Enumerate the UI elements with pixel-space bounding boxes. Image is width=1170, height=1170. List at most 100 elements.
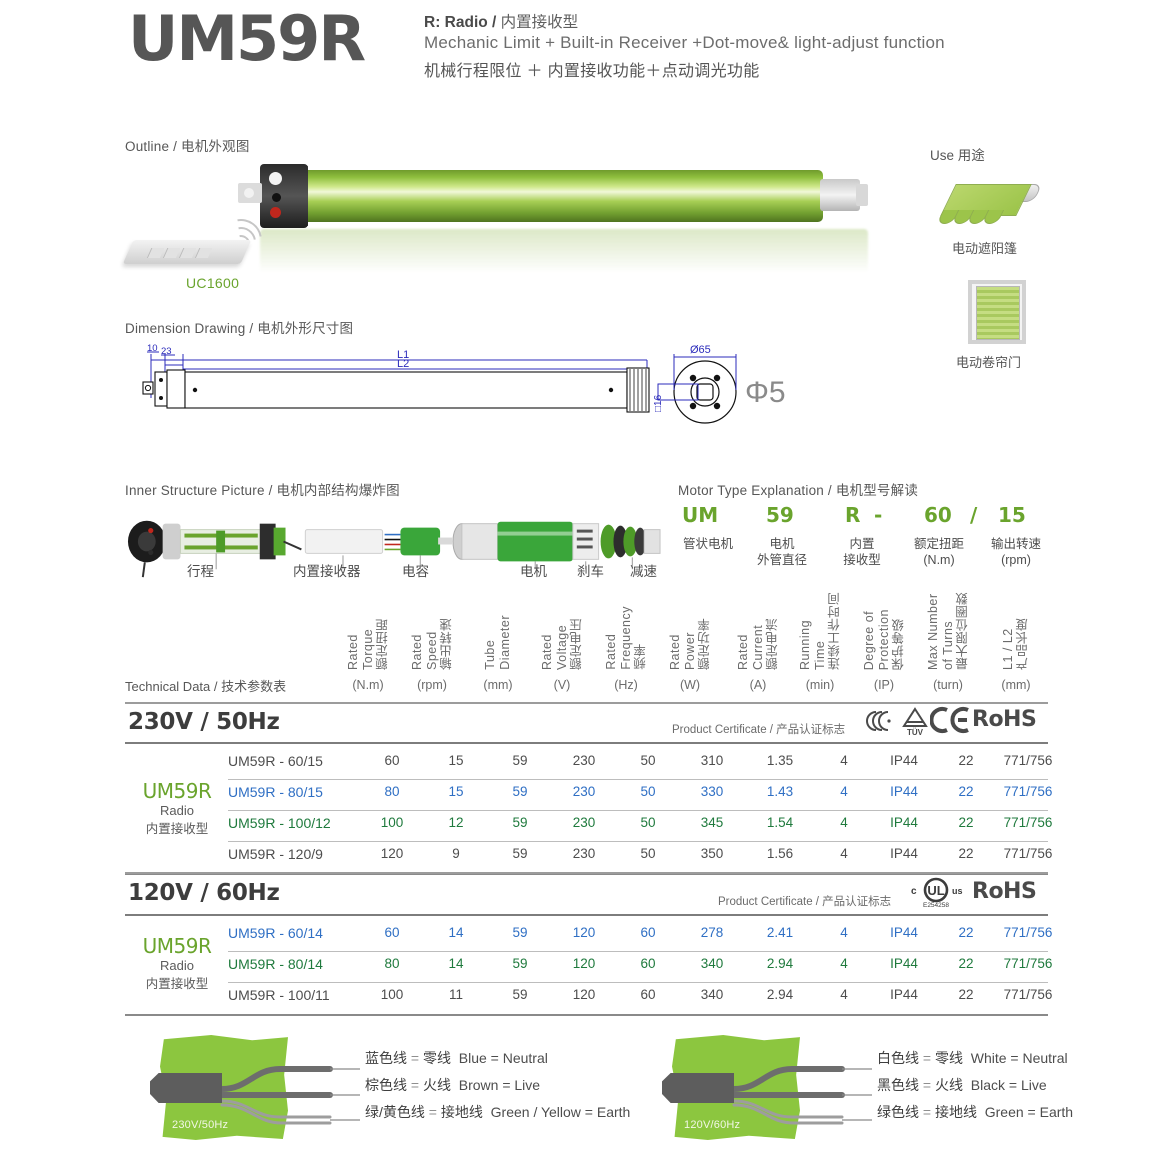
column-header-8: Degree of Protection 保护等级 (IP) (852, 609, 916, 692)
table-row[interactable]: UM59R - 60/15 60 15 59 230 50 310 1.35 4 IP44 22 77… (228, 753, 1052, 783)
inner-structure-title: Inner Structure Picture / 电机内部结构爆炸图 (125, 483, 400, 498)
row-cell-5: 345 (700, 815, 724, 830)
feature-line-en: Mechanic Limit + Built-in Receiver +Dot-… (424, 33, 945, 52)
row-cell-9: 22 (958, 784, 974, 799)
mte-code-r: R (845, 503, 861, 527)
row-cell-3: 120 (572, 956, 596, 971)
row-model: UM59R - 60/15 (228, 753, 323, 769)
row-cell-6: 1.35 (766, 753, 794, 768)
svg-text:UL: UL (927, 883, 944, 898)
row-group-label-120: UM59R Radio 内置接收型 (123, 934, 231, 992)
dim-d59-label: Φ59 (745, 376, 785, 409)
dim-d16-label: □16 (653, 394, 664, 412)
row-cell-5: 278 (700, 925, 724, 940)
row-cell-2: 59 (512, 815, 528, 830)
wiring-line-230-0: 蓝色线 = 零线 Blue = Neutral (365, 1050, 548, 1066)
motor-head (260, 164, 308, 228)
column-header-unit-2: (mm) (483, 678, 513, 692)
row-cell-1: 12 (448, 815, 464, 830)
group-sub-cn-120: 内置接收型 (145, 977, 209, 991)
motor-antenna-port (269, 172, 282, 185)
radio-type-label: R: Radio / (424, 14, 497, 31)
table-row[interactable]: UM59R - 100/12 100 12 59 230 50 345 1.54 4 IP44 22… (228, 815, 1052, 845)
group-sub-en-230: Radio (160, 803, 194, 818)
row-model: UM59R - 100/12 (228, 815, 331, 831)
use-caption-awning: 电动遮阳篷 (952, 241, 1018, 256)
mte-desc-1: 电机 外管直径 (756, 537, 807, 567)
certificate-label-120: Product Certificate / 产品认证标志 (718, 896, 892, 908)
row-cell-8: IP44 (890, 925, 918, 940)
row-cell-5: 310 (700, 753, 724, 768)
row-cell-2: 59 (512, 784, 528, 799)
group-sub-cn-230: 内置接收型 (145, 822, 209, 836)
wiring-line-120-1: 黑色线 = 火线 Black = Live (877, 1077, 1047, 1093)
row-cell-9: 22 (958, 956, 974, 971)
row-cell-1: 9 (452, 846, 460, 861)
mte-code-slash: / (970, 503, 978, 527)
column-header-unit-8: (IP) (873, 678, 895, 692)
wiring-cable-230 (150, 1073, 222, 1103)
motor-type-title: Motor Type Explanation / 电机型号解读 (678, 483, 919, 498)
column-header-text-5: Rated Power 额定功率 (667, 618, 712, 670)
row-cell-3: 230 (572, 846, 596, 861)
column-header-unit-9: (turn) (933, 678, 963, 692)
table-row[interactable]: UM59R - 80/14 80 14 59 120 60 340 2.94 4 IP44 22 77… (228, 956, 1052, 986)
row-cell-2: 59 (512, 987, 528, 1002)
table-row[interactable]: UM59R - 100/11 100 11 59 120 60 340 2.94 4 IP44 22… (228, 987, 1052, 1017)
row-divider (228, 841, 1048, 842)
column-header-0: Rated Torque 额定扭距 (N.m) (336, 618, 400, 692)
dim-23-label: 23 (161, 346, 172, 357)
row-cell-1: 11 (448, 987, 463, 1002)
motor-tail-cap (820, 179, 860, 211)
table-row[interactable]: UM59R - 80/15 80 15 59 230 50 330 1.43 4 IP44 22 77… (228, 784, 1052, 814)
table-column-headers: Rated Torque 额定扭距 (N.m) Rated Speed 输出转速 (r… (336, 586, 1048, 692)
row-cell-1: 14 (448, 956, 464, 971)
mte-desc-3: 额定扭距 (N.m) (913, 537, 964, 567)
table-row[interactable]: UM59R - 120/9 120 9 59 230 50 350 1.56 4 IP44 22 77… (228, 846, 1052, 876)
mte-code-um: UM (682, 503, 719, 527)
product-model-title: UM59R (128, 2, 366, 75)
rule-header-230 (125, 742, 1048, 744)
column-header-text-1: Rated Speed 输出转速 (409, 618, 454, 670)
svg-text:TÜV: TÜV (907, 728, 924, 736)
column-header-unit-6: (A) (749, 678, 767, 692)
row-cell-3: 120 (572, 987, 596, 1002)
column-header-text-8: Degree of Protection 保护等级 (861, 608, 906, 670)
column-header-text-10: L1 / L2 产品长度 (1001, 618, 1030, 670)
ce-mark-icon (930, 707, 969, 733)
voltage-title-230: 230V / 50Hz (128, 709, 280, 735)
row-cell-4: 50 (640, 846, 656, 861)
motor-reflection (260, 229, 868, 273)
row-cell-2: 59 (512, 753, 528, 768)
mte-desc-4: 输出转速 (rpm) (990, 537, 1041, 567)
column-header-unit-1: (rpm) (417, 678, 447, 692)
wiring-line-120-2: 绿色线 = 接地线 Green = Earth (877, 1104, 1074, 1120)
column-header-unit-4: (Hz) (614, 678, 638, 692)
dimension-drawing: 10 23 L1 L2 (142, 343, 785, 424)
isp-label-2: 电容 (402, 564, 429, 579)
svg-text:us: us (952, 886, 963, 896)
dim-d65-label: Ø65 (690, 344, 711, 356)
row-cell-5: 340 (700, 956, 724, 971)
isp-label-4: 刹车 (577, 564, 604, 579)
row-cell-3: 230 (572, 784, 596, 799)
mte-desc-0: 管状电机 (682, 537, 733, 551)
wiring-leads-230 (219, 1066, 360, 1125)
isp-label-1: 内置接收器 (293, 564, 361, 579)
row-cell-10: 771/756 (1003, 784, 1053, 799)
table-row[interactable]: UM59R - 60/14 60 14 59 120 60 278 2.41 4 IP44 22 77… (228, 925, 1052, 955)
certificate-label-230: Product Certificate / 产品认证标志 (672, 724, 846, 736)
row-cell-7: 4 (840, 987, 848, 1002)
row-cell-5: 340 (700, 987, 724, 1002)
tuv-mark-icon: TÜV (902, 707, 928, 736)
column-header-unit-7: (min) (805, 678, 835, 692)
row-cell-4: 50 (640, 784, 656, 799)
inner-structure-labels: 行程 内置接收器 电容 电机 刹车 减速 (125, 560, 685, 580)
row-cell-10: 771/756 (1003, 846, 1053, 861)
row-cell-8: IP44 (890, 956, 918, 971)
ul-file-number: E254258 (923, 902, 949, 909)
column-header-unit-10: (mm) (1001, 678, 1031, 692)
row-cell-7: 4 (840, 784, 848, 799)
row-cell-8: IP44 (890, 987, 918, 1002)
motor-tube (293, 170, 823, 222)
